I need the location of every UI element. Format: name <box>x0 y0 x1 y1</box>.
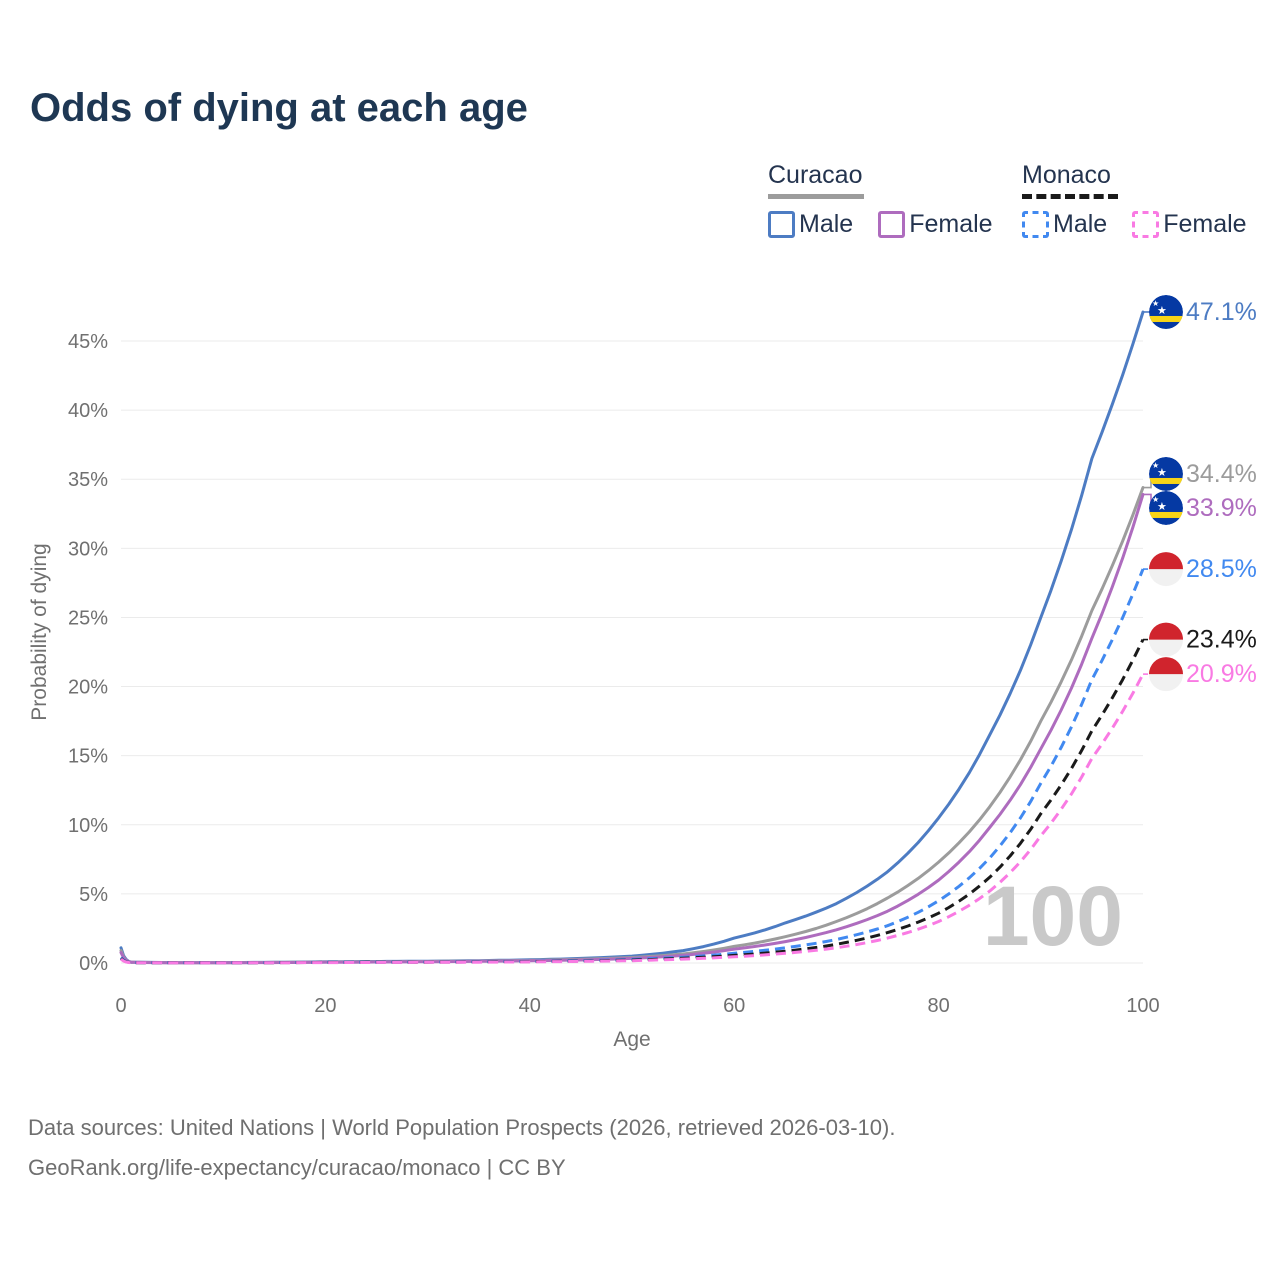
legend-box-curacao-female[interactable] <box>878 211 906 238</box>
legend-label-curacao-male: Male <box>799 210 854 238</box>
legend-header-curacao-label: Curacao <box>768 161 863 189</box>
flag-monaco-icon <box>1149 622 1183 657</box>
x-tick-label: 0 <box>115 995 126 1017</box>
svg-text:★: ★ <box>1152 299 1159 308</box>
end-labels: ★★ 47.1%★★ 34.4%★★ 33.9%28.5%23.4%20.9% <box>1143 294 1257 692</box>
legend-item-monaco-female[interactable]: Female <box>1132 210 1247 239</box>
svg-text:★: ★ <box>1157 305 1167 317</box>
y-tick-label: 20% <box>68 677 108 699</box>
x-tick-label: 60 <box>723 995 745 1017</box>
y-tick-label: 40% <box>68 400 108 422</box>
series-line-curacao-male[interactable] <box>119 310 1145 965</box>
svg-text:★: ★ <box>1157 501 1167 513</box>
legend-underline-curacao-both <box>768 194 864 199</box>
legend-group-monaco: Monaco Male Female <box>1022 161 1247 239</box>
y-tick-label: 25% <box>68 607 108 629</box>
flag-curacao-icon: ★★ <box>1149 294 1183 329</box>
legend-header-monaco[interactable]: Monaco <box>1022 161 1247 199</box>
y-axis-title: Probability of dying <box>28 543 51 720</box>
svg-text:★: ★ <box>1152 495 1159 504</box>
legend-label-monaco-female: Female <box>1163 210 1247 238</box>
y-tick-label: 30% <box>68 538 108 560</box>
x-tick-label: 20 <box>314 995 336 1017</box>
legend-item-curacao-male[interactable]: Male <box>768 210 853 239</box>
age-indicator-watermark: 100 <box>983 869 1123 963</box>
footer-data-sources: Data sources: United Nations | World Pop… <box>28 1115 896 1140</box>
y-tick-label: 5% <box>79 884 108 906</box>
y-tick-label: 15% <box>68 746 108 768</box>
legend-label-monaco-male: Male <box>1053 210 1108 238</box>
legend-item-curacao-female[interactable]: Female <box>878 210 993 239</box>
flag-monaco-icon <box>1149 552 1183 587</box>
axes-and-grid: 0% 5% 10% 15% 20% 25% 30% 35% 40% 45% 0 20 40 60 80 100 <box>68 331 1160 1017</box>
legend-group-curacao: Curacao Male Female <box>768 161 993 239</box>
legend-box-monaco-female[interactable] <box>1132 211 1160 238</box>
flag-curacao-icon: ★★ <box>1149 456 1183 491</box>
end-value-label-curacao-male: 47.1% <box>1186 298 1257 326</box>
footer: Data sources: United Nations | World Pop… <box>28 1108 1228 1188</box>
page-title: Odds of dying at each age <box>30 86 528 130</box>
svg-text:★: ★ <box>1157 467 1167 479</box>
x-axis-title: Age <box>613 1028 650 1051</box>
series-line-monaco-female[interactable] <box>120 673 1145 965</box>
y-tick-label: 0% <box>79 953 108 975</box>
end-value-label-monaco-female: 20.9% <box>1186 660 1257 688</box>
end-value-label-monaco-male: 28.5% <box>1186 555 1257 583</box>
legend-label-curacao-female: Female <box>909 210 993 238</box>
y-tick-label: 45% <box>68 331 108 353</box>
end-value-label-monaco-both: 23.4% <box>1186 626 1257 654</box>
footer-attribution: GeoRank.org/life-expectancy/curacao/mona… <box>28 1155 566 1180</box>
end-value-label-curacao-both: 34.4% <box>1186 460 1257 488</box>
y-tick-label: 10% <box>68 815 108 837</box>
legend-item-monaco-male[interactable]: Male <box>1022 210 1107 239</box>
x-tick-label: 100 <box>1126 995 1159 1017</box>
x-tick-label: 80 <box>927 995 949 1017</box>
flag-monaco-icon <box>1149 657 1183 692</box>
legend-underline-monaco-both <box>1022 194 1118 199</box>
legend-box-monaco-male[interactable] <box>1022 211 1049 238</box>
end-value-label-curacao-female: 33.9% <box>1186 494 1257 522</box>
series-lines <box>119 310 1145 965</box>
svg-text:★: ★ <box>1152 461 1159 470</box>
legend-box-curacao-male[interactable] <box>768 211 795 238</box>
legend-header-monaco-label: Monaco <box>1022 161 1111 189</box>
x-tick-label: 40 <box>519 995 541 1017</box>
flag-curacao-icon: ★★ <box>1149 490 1183 525</box>
legend-header-curacao[interactable]: Curacao <box>768 161 993 199</box>
y-tick-label: 35% <box>68 469 108 491</box>
